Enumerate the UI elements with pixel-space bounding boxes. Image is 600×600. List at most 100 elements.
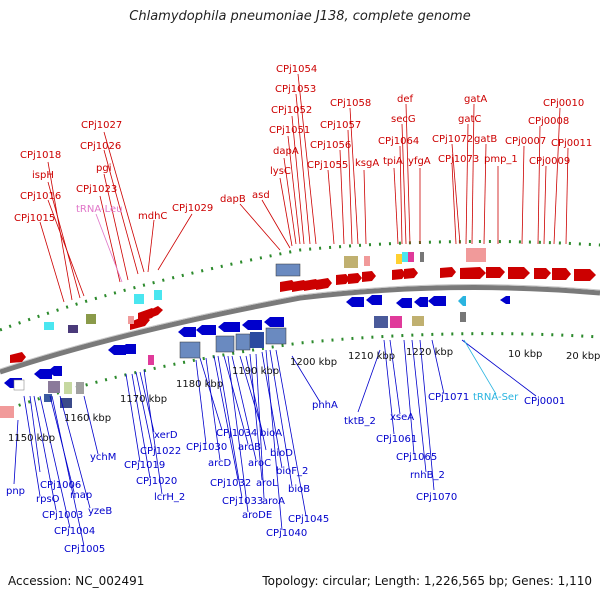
gene-label: CPj1030 xyxy=(186,442,227,453)
gene-label: CPj1058 xyxy=(330,98,371,109)
forward-leader-lines xyxy=(39,73,569,303)
gene-label: bioB xyxy=(288,484,310,495)
gene-label: pmp_1 xyxy=(484,154,518,165)
gene-label: xerD xyxy=(154,430,178,441)
gene-label: CPj1032 xyxy=(210,478,251,489)
reverse-gene-labels: pnp CPj1006 rpsO map CPj1003 yzeB CPj100… xyxy=(6,392,565,555)
gene-label: tktB_2 xyxy=(344,416,376,427)
tick-label: 1180 kbp xyxy=(176,379,223,390)
gene-label: CPj1016 xyxy=(20,191,61,202)
gene-label: CPj0001 xyxy=(524,396,565,407)
map-title: Chlamydophila pneumoniae J138, complete … xyxy=(129,9,471,24)
tick-label: 1160 kbp xyxy=(64,413,111,424)
gene-label: CPj1006 xyxy=(40,480,81,491)
tick-label: 1210 kbp xyxy=(348,351,395,362)
tick-label: 1170 kbp xyxy=(120,394,167,405)
gene-label: tpiA xyxy=(383,156,403,167)
gene-label: CPj1019 xyxy=(124,460,165,471)
gene-label: CPj1026 xyxy=(80,141,121,152)
gene-label: CPj1040 xyxy=(266,528,307,539)
gene-label: CPj0008 xyxy=(528,116,569,127)
gene-label: CPj0009 xyxy=(529,156,570,167)
gene-label: CPj0007 xyxy=(505,136,546,147)
gene-label: CPj1061 xyxy=(376,434,417,445)
gene-label: phhA xyxy=(312,400,338,411)
gene-label: CPj1020 xyxy=(136,476,177,487)
gene-label: yzeB xyxy=(88,506,112,517)
gene-label: CPj1003 xyxy=(42,510,83,521)
gene-label: def xyxy=(397,94,414,105)
upper-dotted-track xyxy=(0,239,600,332)
gene-label: secG xyxy=(391,114,416,125)
gene-label: gatB xyxy=(474,134,497,145)
gene-label: gatC xyxy=(458,114,481,125)
gene-label: CPj1064 xyxy=(378,136,419,147)
gene-label: CPj1033 xyxy=(222,496,263,507)
gene-label: lcrH_2 xyxy=(154,492,185,503)
gene-label: CPj1073 xyxy=(438,154,479,165)
gene-label: CPj1054 xyxy=(276,64,317,75)
gene-label: CPj1027 xyxy=(81,120,122,131)
gene-label: asd xyxy=(252,190,270,201)
gene-label: ispH xyxy=(32,170,54,181)
gene-label: gatA xyxy=(464,94,487,105)
gene-label: aroB xyxy=(238,442,261,453)
tick-label: 1190 kbp xyxy=(232,366,279,377)
gene-label: dapB xyxy=(220,194,246,205)
gene-label: bioF_2 xyxy=(276,466,308,477)
gene-label: arcD xyxy=(208,458,232,469)
gene-label: pnp xyxy=(6,486,25,497)
tick-label: 1220 kbp xyxy=(406,347,453,358)
gene-label: CPj0011 xyxy=(551,138,592,149)
tick-label: 20 kbp xyxy=(566,351,600,362)
gene-label: rpsO xyxy=(36,494,60,505)
reverse-trna-labels: tRNA-Ser xyxy=(473,392,519,403)
gene-label: CPj1053 xyxy=(275,84,316,95)
gene-label: CPj1051 xyxy=(269,125,310,136)
gene-label: CPj0010 xyxy=(543,98,584,109)
gene-label: ychM xyxy=(90,452,116,463)
forward-gene-arrows xyxy=(10,267,596,363)
tick-label: 10 kbp xyxy=(508,349,542,360)
gene-label: CPj1023 xyxy=(76,184,117,195)
gene-label: dapA xyxy=(273,146,299,157)
gene-label: CPj1052 xyxy=(271,105,312,116)
gene-label: CPj1057 xyxy=(320,120,361,131)
feature-blocks xyxy=(0,248,486,418)
gene-label: xseA xyxy=(390,412,414,423)
gene-label: bioD xyxy=(270,448,293,459)
gene-label: CPj1034 xyxy=(216,428,257,439)
gene-label: CPj1005 xyxy=(64,544,105,555)
scale-tick-labels: 1150 kbp 1160 kbp 1170 kbp 1180 kbp 1190… xyxy=(8,347,600,444)
gene-label: CPj1015 xyxy=(14,213,55,224)
tick-label: 1200 kbp xyxy=(290,357,337,368)
gene-label: aroA xyxy=(262,496,285,507)
reverse-leader-lines xyxy=(13,339,537,547)
forward-gene-labels: CPj0010 CPj0011 CPj0008 CPj0009 CPj0007 … xyxy=(14,64,592,224)
gene-label: CPj1022 xyxy=(140,446,181,457)
gene-label: CPj1056 xyxy=(310,140,351,151)
gene-label: ksgA xyxy=(355,158,379,169)
gene-label: map xyxy=(70,490,92,501)
gene-label: aroC xyxy=(248,458,271,469)
trna-label: tRNA-Ser xyxy=(473,392,519,403)
gene-label: CPj1070 xyxy=(416,492,457,503)
forward-trna-labels: tRNA-Leu xyxy=(76,204,122,215)
tick-label: 1150 kbp xyxy=(8,433,55,444)
gene-label: CPj1045 xyxy=(288,514,329,525)
gene-label: aroL xyxy=(256,478,278,489)
gene-label: rnhB_2 xyxy=(410,470,445,481)
reverse-gene-arrows xyxy=(4,295,510,388)
gene-label: CPj1018 xyxy=(20,150,61,161)
gene-label: CPj1071 xyxy=(428,392,469,403)
gene-label: CPj1065 xyxy=(396,452,437,463)
gene-label: lysC xyxy=(270,166,291,177)
gene-label: mdhC xyxy=(138,211,167,222)
gene-label: yfgA xyxy=(408,156,431,167)
gene-label: bioA xyxy=(260,428,282,439)
gene-label: pgi xyxy=(96,163,111,174)
gene-label: CPj1072 xyxy=(432,134,473,145)
gene-label: CPj1004 xyxy=(54,526,95,537)
